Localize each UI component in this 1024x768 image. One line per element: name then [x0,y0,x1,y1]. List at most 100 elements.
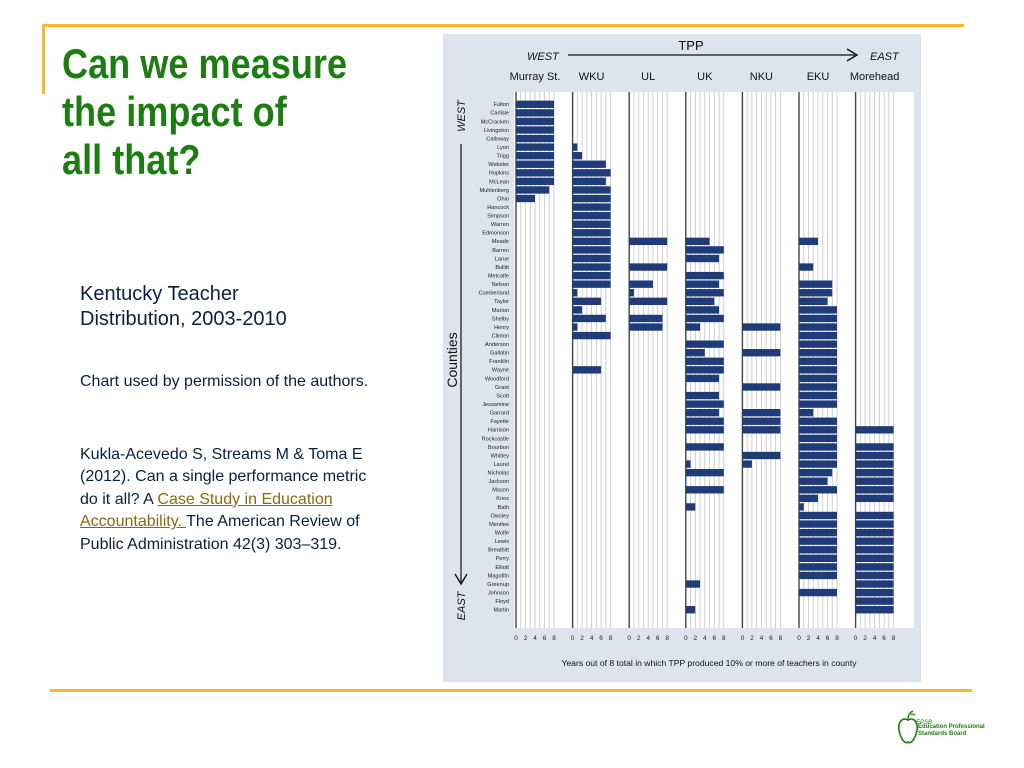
bar-eku-jessamine [799,400,837,408]
county-label-cumberland: Cumberland [479,291,509,297]
bar-eku-garrard [799,409,814,417]
bar-murray-st-trigg [516,152,554,160]
bar-eku-wolfe [799,528,837,537]
county-label-webster: Webster [488,162,509,168]
logo-abbreviation: EPSB [916,720,933,726]
bar-morehead-floyd [855,597,894,605]
bar-uk-meade [685,237,710,246]
citation-link[interactable]: Case Study in Education Accountability. [80,490,333,531]
panel-header-murray-st: Murray St. [510,71,561,83]
bar-wku-mclean [572,177,606,186]
tick-label-eku-0: 0 [797,635,801,642]
county-label-magoffin: Magoffin [488,573,509,579]
bar-wku-simpson [572,211,611,220]
county-label-mason: Mason [492,488,509,494]
county-label-metcalfe: Metcalfe [488,274,509,280]
teacher-distribution-chart: TPP WEST EAST Counties WEST EAST Years o… [443,34,921,682]
bar-eku-owsley [799,511,837,520]
bar-uk-metcalfe [685,271,724,280]
county-label-lewis: Lewis [495,539,510,545]
tick-label-ul-6: 6 [656,635,660,642]
county-label-owsley: Owsley [491,513,510,519]
county-label-larue: Larue [495,256,509,262]
bar-eku-clinton [799,331,837,340]
citation: Kukla-Acevedo S, Streams M & Toma E (201… [80,444,380,556]
bar-wku-larue [572,254,611,263]
bar-wku-muhlenberg [572,186,611,194]
bar-uk-laurel [685,460,691,468]
county-label-lyon: Lyon [497,145,509,151]
bar-eku-gallatin [799,349,837,357]
tick-label-nku-6: 6 [769,635,773,642]
county-label-bath: Bath [497,505,509,511]
bar-eku-rockcastle [799,434,837,443]
slide-subtitle: Kentucky Teacher Distribution, 2003-2010 [80,282,380,332]
county-label-hopkins: Hopkins [489,171,509,177]
bar-wku-webster [572,160,606,168]
bar-ul-shelby [629,314,663,323]
bar-uk-nicholas [685,468,724,477]
bar-wku-bullitt [572,263,611,271]
bar-uk-wayne [685,366,724,374]
tick-label-murray-st-4: 4 [533,635,537,642]
county-label-wolfe: Wolfe [495,531,509,537]
bar-wku-hancock [572,203,611,211]
tick-label-eku-4: 4 [816,635,820,642]
county-label-shelby: Shelby [492,316,509,322]
bar-wku-metcalfe [572,271,611,280]
tick-label-nku-8: 8 [779,635,783,642]
bar-wku-henry [572,323,578,331]
bar-uk-barren [685,246,724,254]
bar-morehead-wolfe [855,528,894,537]
tick-label-morehead-2: 2 [863,635,867,642]
bar-eku-lewis [799,537,837,545]
county-label-henry: Henry [494,325,509,331]
county-label-edmonson: Edmonson [482,231,509,237]
bar-nku-fayette [742,417,781,425]
bar-eku-johnson [799,588,837,597]
direction-arrow-head [846,48,859,62]
bar-morehead-magoffin [855,571,894,580]
slide-subtitle-line-2: Distribution, 2003-2010 [80,308,287,330]
bar-eku-menifee [799,520,837,528]
citation-authors: Kukla-Acevedo S, Streams M & Toma E (201… [80,446,367,508]
bar-murray-st-webster [516,160,554,168]
county-label-ohio: Ohio [497,196,509,202]
tick-label-murray-st-8: 8 [552,635,556,642]
bar-nku-whitley [742,451,781,460]
bar-nku-henry [742,323,781,331]
bar-nku-gallatin [742,349,781,357]
tick-label-uk-8: 8 [722,635,726,642]
county-label-knox: Knox [496,496,509,502]
tick-label-wku-0: 0 [571,635,575,642]
bar-eku-laurel [799,460,837,468]
bar-eku-wayne [799,366,837,374]
tick-label-nku-2: 2 [750,635,754,642]
tick-label-wku-6: 6 [599,635,603,642]
tick-label-eku-8: 8 [835,635,839,642]
tick-label-wku-8: 8 [609,635,613,642]
bar-uk-taylor [685,297,715,305]
county-label-woodford: Woodford [485,376,509,382]
bar-wku-trigg [572,152,583,160]
bar-wku-edmonson [572,229,611,237]
county-label-breathitt: Breathitt [488,548,509,554]
tick-label-wku-2: 2 [580,635,584,642]
county-label-fayette: Fayette [490,419,509,425]
county-label-menifee: Menifee [489,522,509,528]
county-label-calloway: Calloway [486,136,509,142]
tick-label-murray-st-6: 6 [543,635,547,642]
bar-eku-bath [799,503,804,511]
bar-uk-cumberland [685,289,724,297]
bar-uk-bath [685,503,696,511]
bar-morehead-breathitt [855,546,894,554]
bar-eku-anderson [799,340,837,348]
bar-eku-bourbon [799,443,837,451]
bar-uk-scott [685,391,720,400]
county-label-scott: Scott [496,393,509,399]
county-label-jackson: Jackson [488,479,509,485]
bar-uk-bourbon [685,443,724,451]
bar-wku-ohio [572,194,611,203]
bar-eku-perry [799,554,837,562]
county-label-mccracken: McCracken [481,119,509,125]
